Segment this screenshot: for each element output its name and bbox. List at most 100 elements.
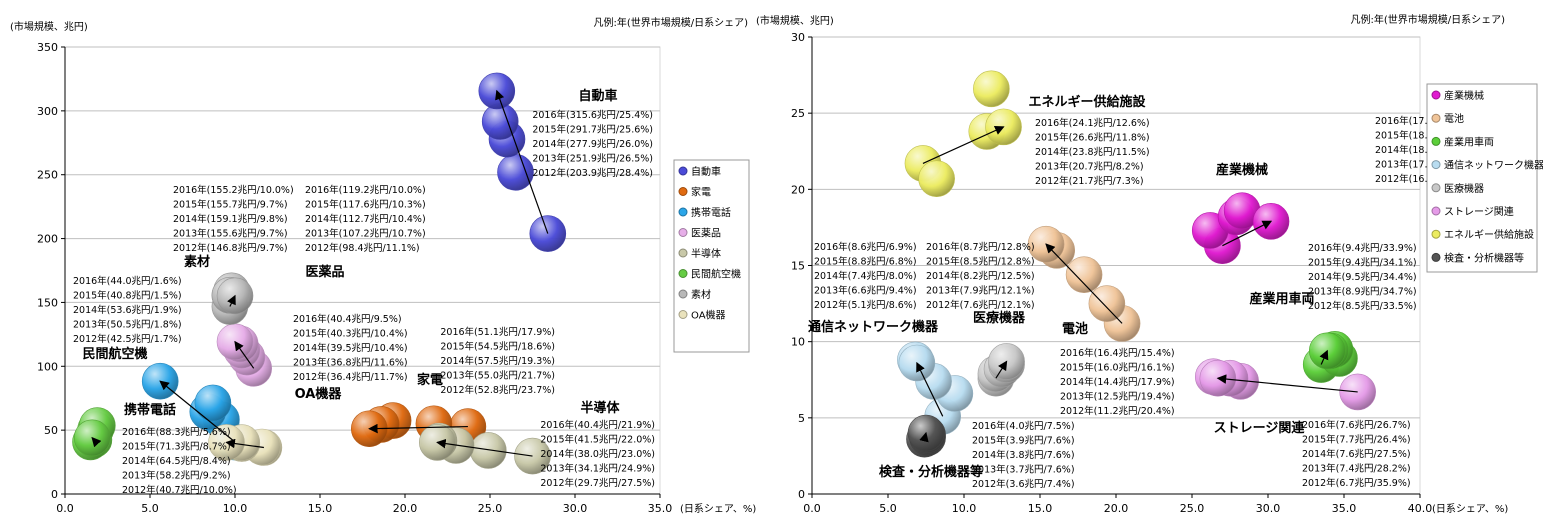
- annotation-ストレージ関連: 2015年(7.7兆円/26.4%): [1302, 434, 1411, 446]
- x-tick-label: 10.0: [223, 502, 248, 515]
- annotation-携帯電話: 2013年(58.2兆円/9.2%): [122, 470, 231, 482]
- legend: 産業機械電池産業用車両通信ネットワーク機器医療機器ストレージ関連エネルギー供給施…: [1426, 83, 1543, 273]
- annotation-医薬品: 2015年(117.6兆円/10.3%): [305, 199, 426, 211]
- y-tick-label: 25: [791, 107, 805, 120]
- chart-1: 0 50 100 150 200 250 300 350 0.0 5.0 10.0 15.0 20.0 2…: [10, 16, 756, 515]
- series-label-産業用車両: 産業用車両: [1249, 291, 1314, 307]
- annotation-半導体: 2015年(41.5兆円/22.0%): [540, 434, 655, 446]
- trend-arrow-産業用車両: [1319, 349, 1329, 365]
- y-tick-label: 20: [791, 183, 805, 196]
- annotation-通信ネットワーク機器: 2016年(8.6兆円/6.9%): [814, 241, 917, 253]
- annotation-医薬品: 2014年(112.7兆円/10.4%): [305, 213, 426, 225]
- trend-arrow-家電: [368, 423, 468, 434]
- bubble-電池-2014: [1065, 256, 1103, 293]
- trend-arrow-医療機器: [995, 360, 1008, 379]
- bubble-半導体-2013: [469, 432, 507, 469]
- y-tick-label: 15: [791, 260, 805, 273]
- legend-item-医療機器: 医療機器: [1444, 182, 1484, 195]
- trend-arrow-OA機器: [225, 438, 264, 449]
- legend-item-医薬品: 医薬品: [691, 228, 721, 240]
- legend-item-OA機器: OA機器: [691, 309, 726, 322]
- annotation-OA機器: 2016年(40.4兆円/9.5%): [293, 313, 402, 325]
- legend-marker-家電: [678, 187, 688, 196]
- x-tick-label: 15.0: [308, 502, 333, 515]
- bubble-自動車-2013: [497, 153, 534, 191]
- series-産業機械: [1191, 192, 1290, 264]
- series-label-素材: 素材: [184, 254, 210, 270]
- annotation-検査・分析機器等: 2012年(3.6兆円/7.4%): [972, 478, 1075, 490]
- annotation-医療機器: 2014年(8.2兆円/12.5%): [926, 270, 1035, 282]
- annotation-素材: 2012年(146.8兆円/9.7%): [173, 242, 288, 254]
- legend-item-素材: 素材: [691, 288, 711, 301]
- series-label-自動車: 自動車: [578, 88, 617, 104]
- trend-arrow-ストレージ関連: [1216, 374, 1358, 393]
- annotation-エネルギー供給施設: 2016年(24.1兆円/12.6%): [1035, 117, 1150, 129]
- x-tick-label: 10.0: [952, 502, 977, 515]
- legend-marker-産業用車両: [1431, 136, 1441, 146]
- annotation-民間航空機: 2015年(40.8兆円/1.5%): [73, 290, 182, 302]
- annotation-エネルギー供給施設: 2012年(21.7兆円/7.3%): [1035, 175, 1144, 187]
- annotation-通信ネットワーク機器: 2015年(8.8兆円/6.8%): [814, 256, 917, 268]
- series-検査・分析機器等: [906, 414, 946, 458]
- annotation-検査・分析機器等: 2013年(3.7兆円/7.6%): [972, 464, 1075, 476]
- annotation-医薬品: 2012年(98.4兆円/11.1%): [305, 242, 420, 254]
- y-tick-label: 10: [791, 336, 805, 349]
- y-tick-label: 350: [37, 41, 58, 54]
- annotation-OA機器: 2014年(39.5兆円/10.4%): [293, 342, 408, 354]
- legend-item-携帯電話: 携帯電話: [691, 206, 731, 219]
- trend-arrow-半導体: [436, 438, 533, 457]
- y-tick-label: 0: [798, 488, 805, 501]
- y-tick-label: 0: [51, 488, 58, 501]
- legend-item-通信ネットワーク機器: 通信ネットワーク機器: [1444, 159, 1543, 172]
- x-tick-label: 35.0: [1332, 502, 1357, 515]
- trend-arrow-通信ネットワーク機器: [916, 361, 944, 417]
- annotation-素材: 2016年(155.2兆円/10.0%): [173, 184, 294, 196]
- y-tick-label: 250: [37, 169, 58, 182]
- y-tick-label: 100: [37, 360, 58, 373]
- legend-marker-ストレージ関連: [1431, 206, 1441, 216]
- annotation-家電: 2014年(57.5兆円/19.3%): [440, 355, 555, 367]
- legend-item-産業用車両: 産業用車両: [1444, 135, 1494, 148]
- y-axis-label: (市場規模、兆円): [756, 14, 834, 27]
- annotation-民間航空機: 2014年(53.6兆円/1.9%): [73, 304, 182, 316]
- series-label-通信ネットワーク機器: 通信ネットワーク機器: [808, 319, 939, 335]
- annotation-自動車: 2015年(291.7兆円/25.6%): [532, 124, 653, 136]
- annotation-素材: 2014年(159.1兆円/9.8%): [173, 213, 288, 225]
- annotation-家電: 2016年(51.1兆円/17.9%): [440, 326, 555, 338]
- annotation-携帯電話: 2015年(71.3兆円/8.7%): [122, 441, 231, 453]
- annotation-電池: 2014年(14.4兆円/17.9%): [1060, 376, 1175, 388]
- series-label-電池: 電池: [1062, 321, 1088, 337]
- annotation-エネルギー供給施設: 2015年(26.6兆円/11.8%): [1035, 132, 1150, 144]
- annotation-産業用車両: 2013年(8.9兆円/34.7%): [1308, 286, 1417, 298]
- annotation-産業用車両: 2014年(9.5兆円/34.4%): [1308, 271, 1417, 283]
- series-label-エネルギー供給施設: エネルギー供給施設: [1028, 94, 1146, 110]
- x-axis-label: (日系シェア、%): [1432, 503, 1508, 515]
- legend-marker-検査・分析機器等: [1431, 252, 1441, 262]
- annotation-半導体: 2016年(40.4兆円/21.9%): [540, 419, 655, 431]
- annotation-OA機器: 2013年(36.8兆円/11.6%): [293, 357, 408, 369]
- annotation-自動車: 2013年(251.9兆円/26.5%): [532, 153, 653, 165]
- bubble-医療機器-2016: [988, 343, 1025, 380]
- annotation-素材: 2013年(155.6兆円/9.7%): [173, 228, 288, 240]
- y-tick-label: 200: [37, 233, 58, 246]
- legend-item-家電: 家電: [691, 186, 711, 199]
- annotation-通信ネットワーク機器: 2013年(6.6兆円/9.4%): [814, 285, 917, 297]
- legend-item-産業機械: 産業機械: [1444, 89, 1484, 102]
- x-axis-label: (日系シェア、%): [680, 503, 756, 515]
- annotation-半導体: 2014年(38.0兆円/23.0%): [540, 448, 655, 460]
- annotation-電池: 2012年(11.2兆円/20.4%): [1060, 405, 1175, 417]
- trend-arrow-検査・分析機器等: [919, 431, 929, 443]
- legend-marker-自動車: [678, 166, 688, 176]
- annotation-携帯電話: 2012年(40.7兆円/10.0%): [122, 484, 237, 496]
- series-label-家電: 家電: [417, 372, 443, 388]
- x-tick-label: 40.0: [1408, 502, 1433, 515]
- annotation-ストレージ関連: 2016年(7.6兆円/26.7%): [1302, 419, 1411, 431]
- annotation-半導体: 2012年(29.7兆円/27.5%): [540, 477, 655, 489]
- annotation-自動車: 2014年(277.9兆円/26.0%): [532, 138, 653, 150]
- series-label-携帯電話: 携帯電話: [124, 402, 176, 418]
- annotation-電池: 2013年(12.5兆円/19.4%): [1060, 391, 1175, 403]
- annotation-携帯電話: 2014年(64.5兆円/8.4%): [122, 455, 231, 467]
- bubble-電池-2013: [1088, 285, 1126, 322]
- legend-box: [1426, 83, 1538, 273]
- trend-arrow-自動車: [495, 89, 549, 234]
